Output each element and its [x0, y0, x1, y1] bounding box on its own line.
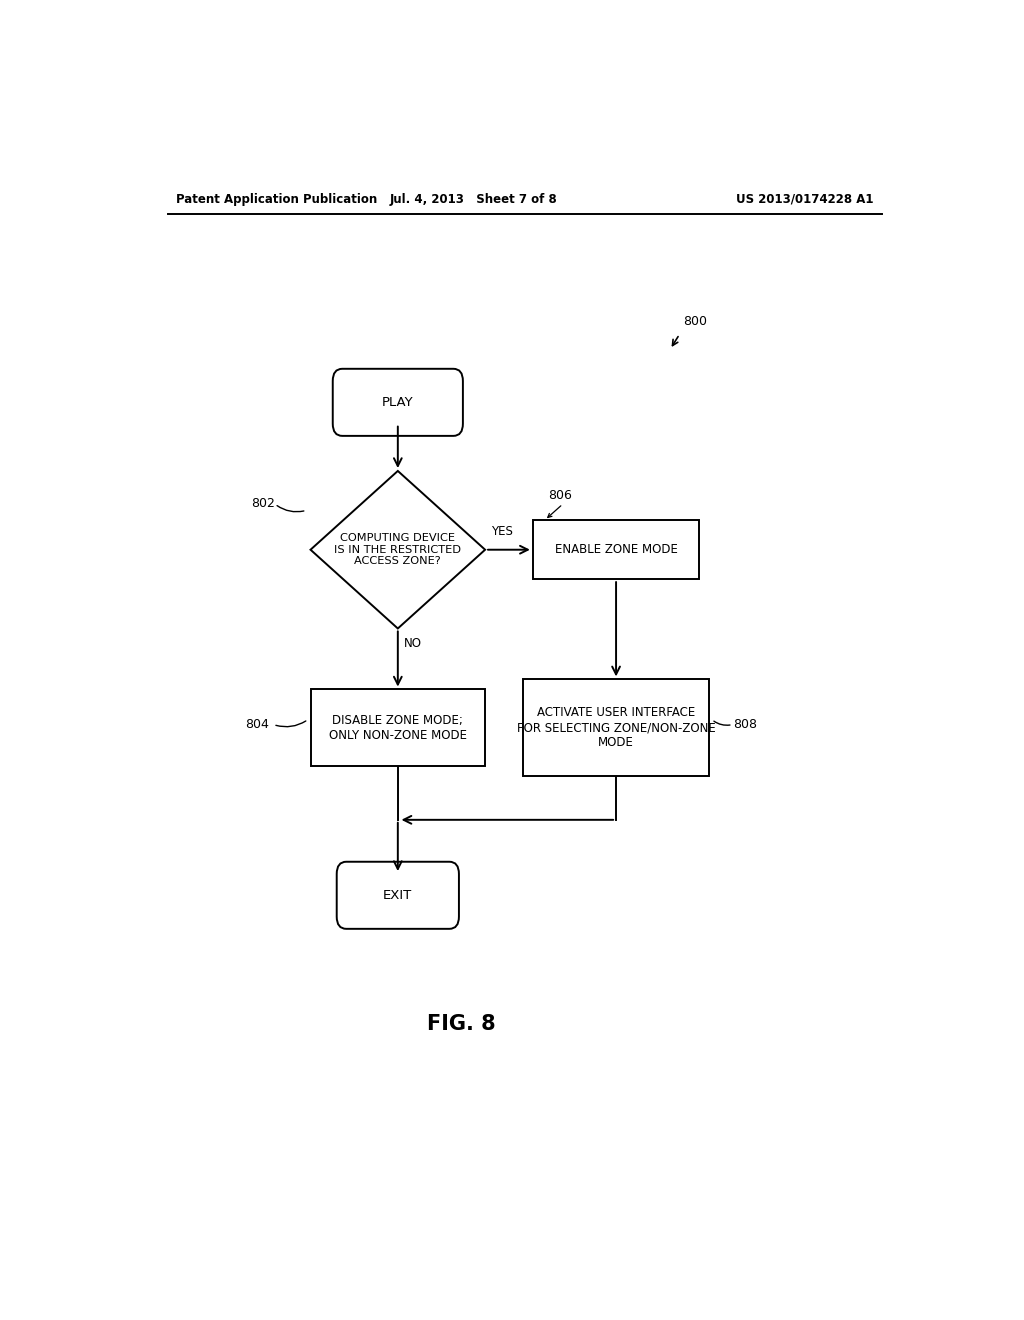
Polygon shape — [310, 471, 485, 628]
Text: NO: NO — [404, 636, 422, 649]
Text: FIG. 8: FIG. 8 — [427, 1014, 496, 1035]
Text: 804: 804 — [246, 718, 269, 731]
Bar — [532, 520, 699, 579]
Text: ENABLE ZONE MODE: ENABLE ZONE MODE — [555, 544, 678, 556]
Text: EXIT: EXIT — [383, 888, 413, 902]
Text: Jul. 4, 2013   Sheet 7 of 8: Jul. 4, 2013 Sheet 7 of 8 — [389, 193, 557, 206]
Text: Patent Application Publication: Patent Application Publication — [176, 193, 377, 206]
Bar — [523, 680, 710, 776]
Text: COMPUTING DEVICE
IS IN THE RESTRICTED
ACCESS ZONE?: COMPUTING DEVICE IS IN THE RESTRICTED AC… — [334, 533, 462, 566]
Text: 800: 800 — [684, 314, 708, 327]
Text: 808: 808 — [733, 718, 757, 731]
Text: DISABLE ZONE MODE;
ONLY NON-ZONE MODE: DISABLE ZONE MODE; ONLY NON-ZONE MODE — [329, 714, 467, 742]
Text: YES: YES — [492, 524, 513, 537]
Text: 802: 802 — [251, 498, 274, 511]
Text: 806: 806 — [549, 488, 572, 502]
FancyBboxPatch shape — [337, 862, 459, 929]
Bar — [310, 689, 485, 766]
FancyBboxPatch shape — [333, 368, 463, 436]
Text: US 2013/0174228 A1: US 2013/0174228 A1 — [736, 193, 873, 206]
Text: PLAY: PLAY — [382, 396, 414, 409]
Text: ACTIVATE USER INTERFACE
FOR SELECTING ZONE/NON-ZONE
MODE: ACTIVATE USER INTERFACE FOR SELECTING ZO… — [517, 706, 716, 748]
